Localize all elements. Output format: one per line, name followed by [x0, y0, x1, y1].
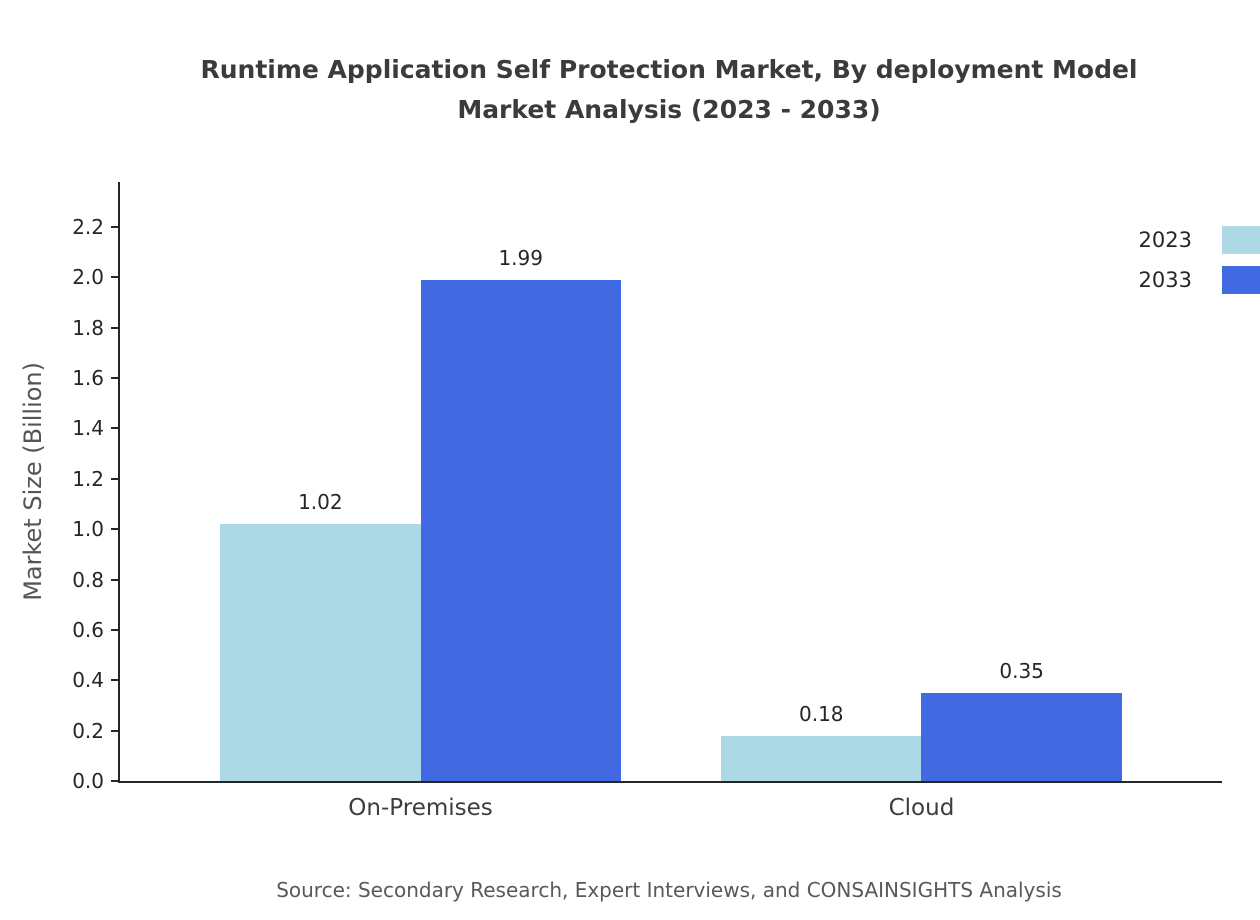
y-tick-mark-0.4	[111, 679, 120, 682]
y-tick-mark-2.0	[111, 276, 120, 279]
y-tick-label-2.0: 2.0	[72, 265, 104, 290]
bar-2033-cloud	[921, 692, 1122, 781]
y-axis-label: Market Size (Billion)	[19, 362, 47, 601]
legend-label-2023: 2023	[1138, 228, 1192, 252]
bar-2033-on-premises	[420, 279, 621, 781]
y-axis-label-wrap: Market Size (Billion)	[16, 182, 50, 781]
y-tick-label-2.2: 2.2	[72, 215, 104, 239]
legend-swatch-2023	[1222, 226, 1260, 254]
bar-2023-on-premises	[220, 524, 421, 781]
y-tick-mark-1.0	[111, 528, 120, 531]
y-tick-label-1.2: 1.2	[72, 466, 104, 491]
y-tick-mark-0.8	[111, 578, 120, 581]
y-tick-label-0.2: 0.2	[72, 718, 104, 743]
y-tick-mark-2.2	[111, 226, 120, 228]
y-tick-label-0.4: 0.4	[72, 668, 104, 693]
y-tick-mark-0.2	[111, 729, 120, 732]
bar-value-2033-cloud: 0.35	[999, 658, 1044, 683]
y-tick-mark-1.2	[111, 477, 120, 480]
source-note: Source: Secondary Research, Expert Inter…	[276, 878, 1062, 902]
bar-2023-cloud	[721, 735, 922, 781]
legend-swatch-2033	[1222, 266, 1260, 294]
legend-item-2023: 2023	[1139, 220, 1260, 260]
y-tick-label-1.0: 1.0	[72, 517, 104, 542]
y-tick-mark-1.8	[111, 326, 120, 329]
y-tick-label-0.8: 0.8	[72, 567, 104, 592]
legend: 2023 2033	[1139, 220, 1260, 300]
chart-title: Runtime Application Self Protection Mark…	[118, 50, 1220, 130]
y-tick-mark-1.6	[111, 377, 120, 380]
plot-area: 0.0 0.2 0.4 0.6 0.8 1.0 1.2 1.4 1.6 1.8 2.0 2.2 1.02…	[72, 182, 1222, 821]
y-tick-mark-1.4	[111, 427, 120, 430]
bar-value-2023-on-premises: 1.02	[298, 490, 343, 515]
bar-value-2033-on-premises: 1.99	[498, 245, 543, 270]
legend-label-2033: 2033	[1138, 268, 1192, 292]
x-category-label-cloud: Cloud	[888, 795, 955, 821]
legend-item-2033: 2033	[1139, 260, 1260, 300]
y-tick-mark-0.0	[111, 780, 120, 782]
chart-title-line2: Market Analysis (2023 - 2033)	[457, 95, 881, 124]
y-tick-label-0.6: 0.6	[72, 617, 104, 642]
y-tick-label-0.0: 0.0	[72, 769, 104, 793]
y-tick-label-1.8: 1.8	[72, 315, 104, 340]
y-tick-label-1.4: 1.4	[72, 416, 104, 441]
y-tick-label-1.6: 1.6	[72, 366, 104, 391]
chart-title-line1: Runtime Application Self Protection Mark…	[200, 55, 1138, 84]
bar-value-2023-cloud: 0.18	[798, 701, 844, 726]
y-tick-mark-0.6	[111, 628, 120, 631]
x-category-label-on-premises: On-Premises	[348, 795, 493, 821]
